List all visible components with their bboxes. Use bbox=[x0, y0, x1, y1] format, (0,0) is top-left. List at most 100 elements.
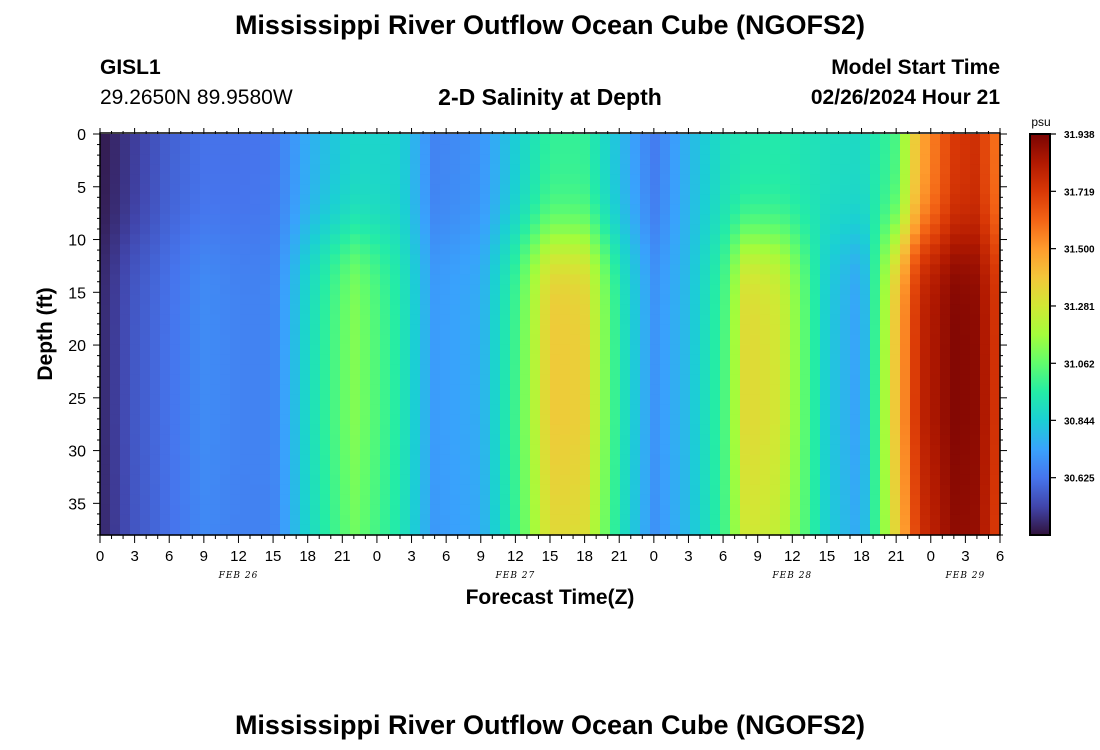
heatmap-cell bbox=[190, 144, 201, 155]
heatmap-cell bbox=[920, 434, 931, 446]
heatmap-cell bbox=[840, 174, 851, 185]
heatmap-cell bbox=[410, 144, 421, 155]
heatmap-cell bbox=[630, 404, 641, 416]
heatmap-cell bbox=[830, 164, 841, 175]
heatmap-cell bbox=[420, 294, 431, 306]
heatmap-cell bbox=[830, 214, 841, 225]
heatmap-cell bbox=[390, 334, 401, 346]
heatmap-cell bbox=[430, 444, 441, 456]
heatmap-cell bbox=[580, 524, 591, 536]
heatmap-cell bbox=[180, 394, 191, 406]
heatmap-cell bbox=[860, 514, 871, 526]
heatmap-cell bbox=[510, 404, 521, 416]
heatmap-cell bbox=[810, 204, 821, 215]
heatmap-cell bbox=[910, 454, 921, 466]
heatmap-cell bbox=[520, 174, 531, 185]
heatmap-cell bbox=[570, 434, 581, 446]
heatmap-cell bbox=[430, 514, 441, 526]
heatmap-cell bbox=[310, 424, 321, 436]
heatmap-cell bbox=[180, 284, 191, 296]
heatmap-cell bbox=[150, 514, 161, 526]
heatmap-cell bbox=[190, 164, 201, 175]
heatmap-cell bbox=[510, 304, 521, 316]
heatmap-cell bbox=[380, 314, 391, 326]
heatmap-cell bbox=[260, 264, 271, 275]
heatmap-cell bbox=[240, 204, 251, 215]
heatmap-cell bbox=[700, 154, 711, 165]
heatmap-cell bbox=[500, 484, 511, 496]
heatmap-cell bbox=[690, 434, 701, 446]
heatmap-cell bbox=[250, 454, 261, 466]
heatmap-cell bbox=[140, 444, 151, 456]
heatmap-cell bbox=[630, 454, 641, 466]
heatmap-cell bbox=[800, 464, 811, 476]
heatmap-cell bbox=[110, 424, 121, 436]
heatmap-cell bbox=[130, 504, 141, 516]
heatmap-cell bbox=[680, 134, 691, 145]
heatmap-cell bbox=[490, 434, 501, 446]
heatmap-cell bbox=[230, 234, 241, 245]
heatmap-cell bbox=[860, 154, 871, 165]
heatmap-cell bbox=[750, 494, 761, 506]
heatmap-cell bbox=[580, 304, 591, 316]
heatmap-cell bbox=[740, 484, 751, 496]
heatmap-cell bbox=[900, 474, 911, 486]
heatmap-cell bbox=[880, 194, 891, 205]
heatmap-cell bbox=[560, 314, 571, 326]
heatmap-cell bbox=[190, 454, 201, 466]
colorbar-tick-label: 31.062 bbox=[1064, 359, 1095, 370]
heatmap-cell bbox=[400, 504, 411, 516]
heatmap-cell bbox=[860, 334, 871, 346]
heatmap-cell bbox=[820, 464, 831, 476]
heatmap-cell bbox=[410, 214, 421, 225]
heatmap-cell bbox=[100, 494, 111, 506]
heatmap-cell bbox=[170, 304, 181, 316]
heatmap-cell bbox=[800, 134, 811, 145]
heatmap-cell bbox=[530, 434, 541, 446]
heatmap-cell bbox=[720, 284, 731, 296]
heatmap-cell bbox=[450, 264, 461, 275]
heatmap-cell bbox=[970, 314, 981, 326]
heatmap-cell bbox=[440, 324, 451, 336]
heatmap-cell bbox=[520, 204, 531, 215]
heatmap-cell bbox=[270, 214, 281, 225]
heatmap-cell bbox=[820, 444, 831, 456]
heatmap-cell bbox=[510, 344, 521, 356]
heatmap-cell bbox=[290, 144, 301, 155]
heatmap-cell bbox=[500, 224, 511, 235]
heatmap-cell bbox=[230, 364, 241, 376]
heatmap-cell bbox=[910, 464, 921, 476]
heatmap-cell bbox=[790, 424, 801, 436]
heatmap-cell bbox=[150, 144, 161, 155]
heatmap-cell bbox=[380, 414, 391, 426]
heatmap-cell bbox=[360, 174, 371, 185]
heatmap-cell bbox=[460, 334, 471, 346]
heatmap-cell bbox=[350, 304, 361, 316]
heatmap-cell bbox=[590, 214, 601, 225]
heatmap-cell bbox=[720, 354, 731, 366]
heatmap-cell bbox=[660, 264, 671, 275]
heatmap-cell bbox=[680, 484, 691, 496]
heatmap-cell bbox=[200, 524, 211, 536]
heatmap-cell bbox=[880, 134, 891, 145]
heatmap-cell bbox=[930, 314, 941, 326]
heatmap-cell bbox=[360, 524, 371, 536]
heatmap-cell bbox=[980, 374, 991, 386]
heatmap-cell bbox=[690, 424, 701, 436]
heatmap-cell bbox=[710, 384, 721, 396]
heatmap-cell bbox=[760, 254, 771, 265]
heatmap-cell bbox=[230, 304, 241, 316]
heatmap-cell bbox=[730, 374, 741, 386]
heatmap-cell bbox=[500, 504, 511, 516]
heatmap-cell bbox=[510, 314, 521, 326]
heatmap-cell bbox=[910, 344, 921, 356]
heatmap-cell bbox=[450, 414, 461, 426]
heatmap-cell bbox=[550, 314, 561, 326]
heatmap-cell bbox=[520, 164, 531, 175]
heatmap-cell bbox=[580, 344, 591, 356]
heatmap-cell bbox=[480, 134, 491, 145]
heatmap-cell bbox=[690, 274, 701, 285]
heatmap-cell bbox=[740, 454, 751, 466]
heatmap-cell bbox=[790, 434, 801, 446]
heatmap-cell bbox=[730, 514, 741, 526]
